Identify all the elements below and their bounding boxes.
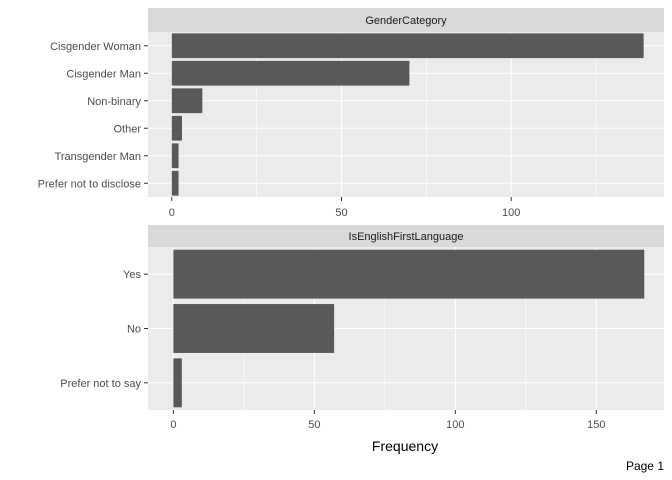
bar-no [173,304,335,353]
y-tick-label: Non-binary [87,96,141,108]
facet-title: IsEnglishFirstLanguage [349,231,464,243]
y-tick-label: Other [113,123,141,135]
page-label: Page 1 [625,459,664,473]
facet-title: GenderCategory [365,15,447,27]
y-tick-label: Transgender Man [55,151,141,163]
x-tick-label: 100 [502,207,520,219]
x-axis-label: Frequency [372,438,438,454]
bar-non-binary [171,88,203,114]
y-tick-label: Prefer not to say [60,378,141,390]
panel-background [148,32,664,197]
bar-prefer-not-to-say [173,358,182,408]
bar-prefer-not-to-disclose [171,170,179,196]
bar-cisgender-woman [171,33,644,59]
x-tick-label: 0 [170,419,176,431]
bar-cisgender-man [171,60,410,86]
y-tick-label: Cisgender Man [66,68,141,80]
x-tick-label: 50 [335,207,347,219]
y-tick-label: No [127,324,141,336]
y-tick-label: Prefer not to disclose [38,178,141,190]
x-tick-label: 50 [308,419,320,431]
x-tick-label: 100 [446,419,464,431]
bar-other [171,115,182,141]
facet-2: IsEnglishFirstLanguage Yes No Prefer not to… [60,225,664,431]
y-tick-label: Yes [123,269,141,281]
x-tick-label: 0 [169,207,175,219]
x-tick-label: 150 [587,419,605,431]
y-tick-label: Cisgender Woman [50,41,141,53]
facet-strip [148,8,664,32]
facet-strip [148,225,664,247]
bar-transgender-man [171,143,179,169]
bar-yes [173,249,645,299]
facet-1: GenderCategory Cisgender Woman Cisgender M… [38,8,664,219]
